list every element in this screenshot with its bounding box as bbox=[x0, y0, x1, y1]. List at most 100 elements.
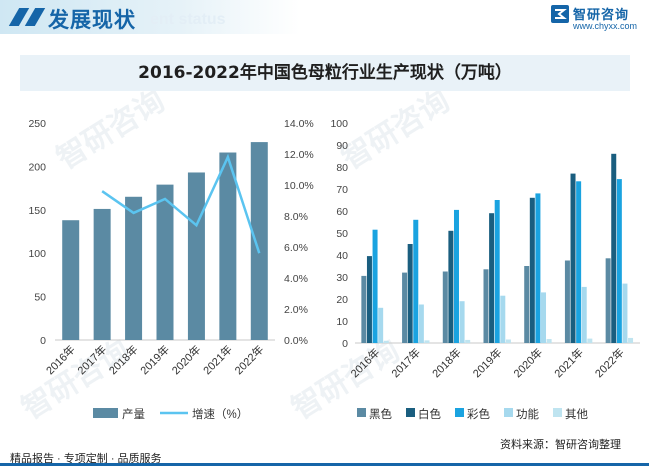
bar-black bbox=[361, 275, 367, 343]
bar-production bbox=[156, 184, 174, 340]
y2-tick-label: 12.0% bbox=[284, 149, 314, 161]
bar-black bbox=[483, 269, 489, 343]
chart-title-band: 2016-2022年中国色母粒行业生产现状（万吨） bbox=[20, 55, 630, 91]
bar-color bbox=[616, 179, 622, 343]
y-tick-label: 0 bbox=[40, 335, 46, 347]
header-subtitle: ent status bbox=[150, 11, 226, 28]
legend-swatch bbox=[357, 408, 366, 417]
bar-color bbox=[453, 209, 459, 343]
bar-black bbox=[524, 266, 530, 343]
x-tick-label: 2022年 bbox=[592, 345, 627, 380]
x-tick-label: 2016年 bbox=[347, 345, 382, 380]
bar-functional bbox=[541, 292, 547, 343]
x-tick-label: 2020年 bbox=[510, 345, 545, 380]
y-tick-label: 80 bbox=[336, 162, 348, 174]
header-title: 发展现状 bbox=[48, 8, 136, 32]
bar-black bbox=[442, 271, 448, 343]
bar-production bbox=[219, 152, 237, 340]
source-note: 资料来源：智研咨询整理 bbox=[500, 439, 621, 451]
y2-tick-label: 2.0% bbox=[284, 304, 308, 316]
bar-production bbox=[125, 196, 143, 340]
legend-label: 黑色 bbox=[369, 407, 392, 421]
bar-white bbox=[489, 213, 495, 343]
bar-functional bbox=[459, 301, 465, 343]
legend-label: 增速（%） bbox=[192, 407, 248, 421]
bar-white bbox=[407, 244, 413, 343]
bar-white bbox=[366, 256, 372, 343]
legend-swatch bbox=[406, 408, 415, 417]
y-tick-label: 200 bbox=[28, 161, 46, 173]
logo-name: 智研咨询 bbox=[573, 7, 630, 22]
y-tick-label: 250 bbox=[28, 118, 46, 130]
footer-slogan: 精品报告 · 专项定制 · 品质服务 bbox=[10, 453, 162, 465]
bar-production bbox=[93, 208, 111, 340]
bar-color bbox=[413, 219, 419, 343]
y2-tick-label: 14.0% bbox=[284, 118, 314, 130]
header: ent status 发展现状 智研咨询 www.chyxx.com bbox=[0, 0, 649, 34]
y-tick-label: 0 bbox=[342, 338, 348, 350]
bar-white bbox=[448, 230, 454, 343]
y2-tick-label: 6.0% bbox=[284, 242, 308, 254]
bar-other bbox=[383, 340, 389, 343]
logo-url: www.chyxx.com bbox=[573, 21, 638, 31]
bar-white bbox=[529, 197, 535, 343]
bar-color bbox=[576, 181, 582, 343]
bar-functional bbox=[581, 286, 587, 343]
y2-tick-label: 8.0% bbox=[284, 211, 308, 223]
header-banner bbox=[0, 0, 300, 34]
legend-swatch bbox=[455, 408, 464, 417]
bar-functional bbox=[500, 295, 506, 343]
logo-icon bbox=[551, 5, 569, 23]
bar-other bbox=[546, 339, 552, 343]
bar-color bbox=[494, 200, 500, 343]
logo: 智研咨询 www.chyxx.com bbox=[551, 4, 647, 34]
bar-other bbox=[465, 339, 471, 343]
y-tick-label: 50 bbox=[34, 292, 46, 304]
legend-swatch bbox=[553, 408, 562, 417]
y-tick-label: 10 bbox=[336, 316, 348, 328]
x-tick-label: 2018年 bbox=[429, 345, 464, 380]
legend-label: 彩色 bbox=[467, 407, 490, 421]
y-tick-label: 30 bbox=[336, 272, 348, 284]
bar-color bbox=[372, 229, 378, 343]
bar-functional bbox=[418, 304, 424, 343]
legend-label: 产量 bbox=[122, 407, 145, 421]
y-tick-label: 150 bbox=[28, 205, 46, 217]
legend-swatch bbox=[504, 408, 513, 417]
legend-label: 白色 bbox=[418, 407, 441, 421]
y-tick-label: 100 bbox=[330, 118, 348, 130]
bar-other bbox=[424, 340, 430, 343]
y2-tick-label: 0.0% bbox=[284, 335, 308, 347]
y-tick-label: 20 bbox=[336, 294, 348, 306]
y2-tick-label: 10.0% bbox=[284, 180, 314, 192]
bar-white bbox=[570, 173, 576, 343]
line-growth-rate bbox=[101, 153, 261, 254]
bar-other bbox=[628, 337, 634, 343]
x-tick-label: 2017年 bbox=[388, 345, 423, 380]
y-tick-label: 70 bbox=[336, 184, 348, 196]
bar-production bbox=[62, 220, 80, 340]
y-tick-label: 40 bbox=[336, 250, 348, 262]
y2-tick-label: 4.0% bbox=[284, 273, 308, 285]
x-tick-label: 2019年 bbox=[470, 345, 505, 380]
legend-label: 其他 bbox=[565, 408, 588, 421]
bar-functional bbox=[622, 283, 628, 343]
y-tick-label: 100 bbox=[28, 248, 46, 260]
bar-black bbox=[605, 258, 611, 343]
legend-swatch-production bbox=[93, 408, 118, 418]
bar-production bbox=[250, 142, 268, 340]
bar-functional bbox=[378, 307, 384, 343]
legend-label: 功能 bbox=[516, 407, 539, 421]
y-tick-label: 90 bbox=[336, 140, 348, 152]
bar-black bbox=[564, 260, 570, 343]
bar-other bbox=[587, 338, 593, 343]
chart-title: 2016-2022年中国色母粒行业生产现状（万吨） bbox=[138, 63, 512, 83]
x-tick-label: 2021年 bbox=[551, 345, 586, 380]
y-tick-label: 60 bbox=[336, 206, 348, 218]
bar-black bbox=[402, 272, 408, 343]
bar-color bbox=[535, 193, 541, 343]
bar-white bbox=[611, 153, 617, 343]
